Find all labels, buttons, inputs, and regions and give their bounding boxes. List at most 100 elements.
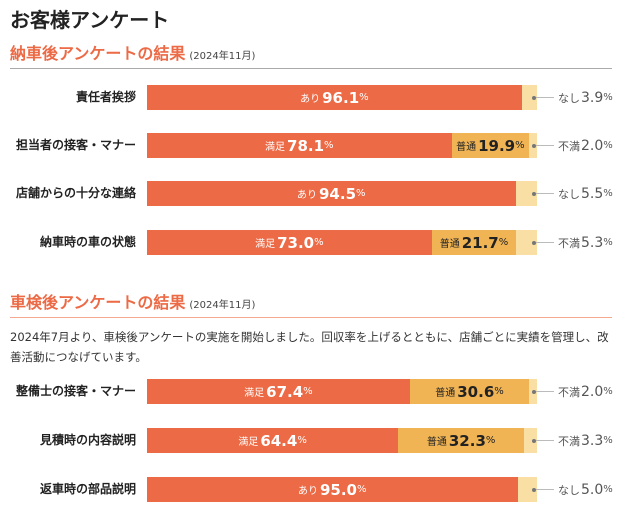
section-title: 車検後アンケートの結果 <box>10 293 186 312</box>
segment-unit: % <box>603 188 613 199</box>
chart-row: 店舗からの十分な連絡 あり 94.5% なし 5.5% <box>0 181 642 206</box>
segment-unit: % <box>603 435 613 446</box>
callout-line <box>536 97 554 98</box>
segment-value: 96.1 <box>322 88 360 107</box>
row-label: 納車時の車の状態 <box>39 235 136 249</box>
bar-segment: あり 95.0% <box>147 477 518 502</box>
segment-unit: % <box>603 484 613 495</box>
segment-value: 21.7 <box>461 233 499 252</box>
callout-line <box>536 440 554 441</box>
chart-row: 返車時の部品説明 あり 95.0% なし 5.0% <box>0 477 642 502</box>
segment-key: 満足 <box>255 239 276 250</box>
callout-dot <box>532 240 536 245</box>
bar-segment: 普通 30.6% <box>409 379 530 404</box>
segment-value: 94.5 <box>319 184 357 203</box>
stacked-bar: 満足 67.4% 普通 30.6% <box>147 379 537 404</box>
minor-segment-callout: 不満 5.3% <box>532 230 613 255</box>
callout-line <box>536 489 554 490</box>
callout-dot <box>532 95 536 100</box>
bar-segment <box>515 181 537 206</box>
page-title: お客様アンケート <box>10 8 170 32</box>
segment-value: 64.4 <box>260 431 298 450</box>
stacked-bar: 満足 64.4% 普通 32.3% <box>147 428 537 453</box>
minor-segment-callout: なし 5.0% <box>532 477 613 502</box>
segment-key: 普通 <box>439 239 460 250</box>
segment-key: なし <box>558 483 580 497</box>
segment-unit: % <box>356 188 366 199</box>
segment-value: 30.6 <box>457 382 495 401</box>
stacked-bar: 満足 73.0% 普通 21.7% <box>147 230 537 255</box>
chart-row: 責任者挨拶 あり 96.1% なし 3.9% <box>0 85 642 110</box>
section-date: (2024年11月) <box>189 51 256 62</box>
chart-row: 見積時の内容説明 満足 64.4% 普通 32.3% 不満 3.3% <box>0 428 642 453</box>
segment-key: 不満 <box>558 139 580 153</box>
row-label: 店舗からの十分な連絡 <box>15 186 136 200</box>
segment-value: 95.0 <box>319 480 357 499</box>
segment-unit: % <box>357 484 367 495</box>
segment-unit: % <box>324 140 334 151</box>
segment-unit: % <box>303 386 313 397</box>
bar-segment <box>516 230 537 255</box>
segment-key: 満足 <box>238 437 259 448</box>
bar-segment: 満足 78.1% <box>147 133 452 158</box>
segment-key: 満足 <box>265 142 286 153</box>
bar-segment: 普通 21.7% <box>431 230 517 255</box>
segment-key: あり <box>300 94 321 105</box>
segment-key: 普通 <box>435 388 456 399</box>
segment-value: 5.3 <box>581 234 604 251</box>
segment-unit: % <box>603 140 613 151</box>
chart-row: 担当者の接客・マナー 満足 78.1% 普通 19.9% 不満 2.0% <box>0 133 642 158</box>
segment-unit: % <box>603 92 613 103</box>
segment-key: あり <box>297 486 318 497</box>
section-date: (2024年11月) <box>189 300 256 311</box>
segment-value: 19.9 <box>478 136 516 155</box>
segment-value: 3.9 <box>581 89 604 106</box>
section-divider <box>10 68 612 69</box>
segment-unit: % <box>515 140 525 151</box>
row-label: 責任者挨拶 <box>75 90 136 104</box>
section-delivery-header: 納車後アンケートの結果 (2024年11月) <box>10 40 612 69</box>
stacked-bar: 満足 78.1% 普通 19.9% <box>147 133 537 158</box>
segment-unit: % <box>498 237 509 248</box>
bar-segment: 満足 73.0% <box>147 230 432 255</box>
callout-line <box>536 193 554 194</box>
callout-dot <box>532 191 536 196</box>
segment-value: 2.0 <box>581 137 604 154</box>
minor-segment-callout: なし 3.9% <box>532 85 613 110</box>
segment-value: 5.5 <box>581 185 604 202</box>
segment-key: 満足 <box>244 388 265 399</box>
segment-unit: % <box>314 237 324 248</box>
segment-value: 2.0 <box>581 383 604 400</box>
minor-segment-callout: なし 5.5% <box>532 181 613 206</box>
segment-value: 3.3 <box>581 432 604 449</box>
bar-segment <box>521 85 537 110</box>
callout-line <box>536 145 554 146</box>
bar-segment: 満足 64.4% <box>147 428 399 453</box>
segment-key: なし <box>558 187 580 201</box>
bar-segment: 満足 67.4% <box>147 379 410 404</box>
row-label: 整備士の接客・マナー <box>15 384 136 398</box>
segment-key: 不満 <box>558 434 580 448</box>
callout-dot <box>532 487 536 492</box>
chart-row: 納車時の車の状態 満足 73.0% 普通 21.7% 不満 5.3% <box>0 230 642 255</box>
stacked-bar: あり 96.1% <box>147 85 537 110</box>
stacked-bar: あり 95.0% <box>147 477 537 502</box>
segment-value: 73.0 <box>277 233 315 252</box>
row-label: 返車時の部品説明 <box>39 482 136 496</box>
segment-unit: % <box>485 435 496 446</box>
minor-segment-callout: 不満 2.0% <box>532 379 613 404</box>
bar-segment: あり 96.1% <box>147 85 522 110</box>
section-inspection-header: 車検後アンケートの結果 (2024年11月) <box>10 289 612 318</box>
bar-segment <box>517 477 537 502</box>
callout-line <box>536 391 554 392</box>
segment-unit: % <box>297 435 307 446</box>
stacked-bar: あり 94.5% <box>147 181 537 206</box>
row-label: 担当者の接客・マナー <box>15 138 136 152</box>
bar-segment: 普通 32.3% <box>398 428 525 453</box>
minor-segment-callout: 不満 2.0% <box>532 133 613 158</box>
bar-segment: 普通 19.9% <box>451 133 530 158</box>
segment-key: あり <box>297 190 317 201</box>
section-description: 2024年7月より、車検後アンケートの実施を開始しました。回収率を上げるとともに… <box>10 330 609 364</box>
chart-row: 整備士の接客・マナー 満足 67.4% 普通 30.6% 不満 2.0% <box>0 379 642 404</box>
segment-key: なし <box>558 91 580 105</box>
